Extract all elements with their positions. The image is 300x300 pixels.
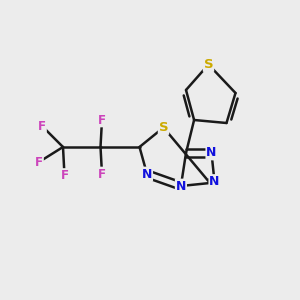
Text: N: N xyxy=(209,175,220,188)
Text: N: N xyxy=(206,146,217,160)
Text: F: F xyxy=(98,113,106,127)
Text: S: S xyxy=(159,121,168,134)
Text: F: F xyxy=(98,167,106,181)
Text: F: F xyxy=(35,155,43,169)
Text: N: N xyxy=(142,167,152,181)
Text: F: F xyxy=(61,169,68,182)
Text: F: F xyxy=(38,119,46,133)
Text: S: S xyxy=(204,58,213,71)
Text: N: N xyxy=(176,179,186,193)
